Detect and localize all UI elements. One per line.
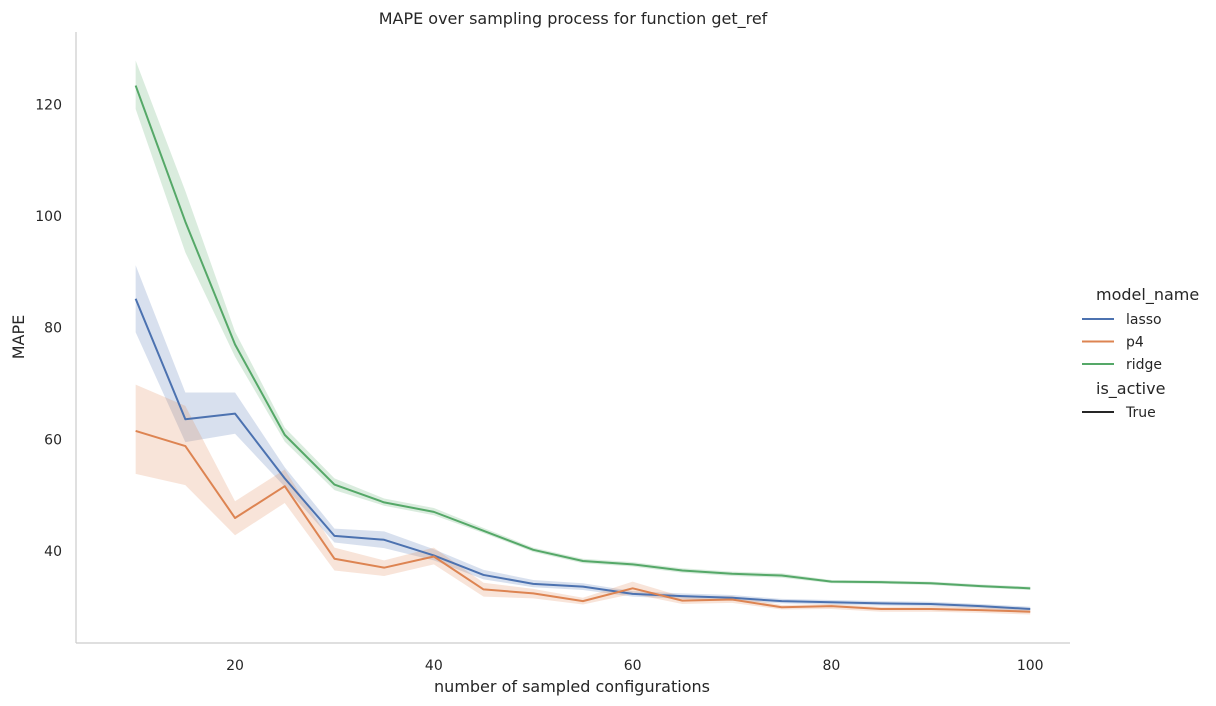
legend-entry-lasso: lasso — [1082, 312, 1162, 328]
axes: 20 40 60 80 100 40 60 80 100 120 — [35, 32, 1070, 674]
legend-label: True — [1125, 405, 1156, 421]
x-tick-label: 40 — [425, 658, 443, 674]
series-line-p4 — [135, 430, 1031, 613]
x-tick-label: 80 — [823, 658, 841, 674]
legend-label: ridge — [1126, 357, 1162, 373]
series-lines — [134, 85, 1031, 613]
series-line-lasso — [134, 298, 1031, 610]
legend-entry-p4: p4 — [1082, 335, 1144, 351]
legend-entry-ridge: ridge — [1082, 357, 1162, 373]
y-tick-label: 100 — [35, 209, 62, 225]
legend: model_name lasso p4 ridge is_active True — [1082, 285, 1199, 421]
y-tick-label: 40 — [44, 544, 62, 560]
legend-label: p4 — [1126, 335, 1144, 351]
legend-entry-style: True — [1082, 405, 1156, 421]
x-tick-label: 100 — [1017, 658, 1044, 674]
legend-label: lasso — [1126, 312, 1162, 328]
x-tick-label: 60 — [624, 658, 642, 674]
x-tick-label: 20 — [226, 658, 244, 674]
series-line-ridge — [134, 85, 1031, 590]
y-tick-label: 60 — [44, 432, 62, 448]
y-tick-labels: 40 60 80 100 120 — [35, 98, 62, 560]
legend-hue-title: model_name — [1096, 285, 1199, 305]
x-tick-labels: 20 40 60 80 100 — [226, 658, 1043, 674]
x-axis-label: number of sampled configurations — [434, 677, 710, 696]
legend-style-entries: True — [1082, 405, 1156, 421]
y-tick-label: 80 — [44, 321, 62, 337]
legend-style-title: is_active — [1096, 379, 1165, 399]
ci-band-p4 — [135, 384, 1031, 615]
y-axis-label: MAPE — [9, 315, 28, 360]
confidence-bands — [135, 60, 1031, 615]
chart-title: MAPE over sampling process for function … — [379, 9, 768, 29]
plot-area — [134, 60, 1031, 615]
legend-hue-entries: lasso p4 ridge — [1082, 312, 1162, 373]
y-tick-label: 120 — [35, 98, 62, 114]
